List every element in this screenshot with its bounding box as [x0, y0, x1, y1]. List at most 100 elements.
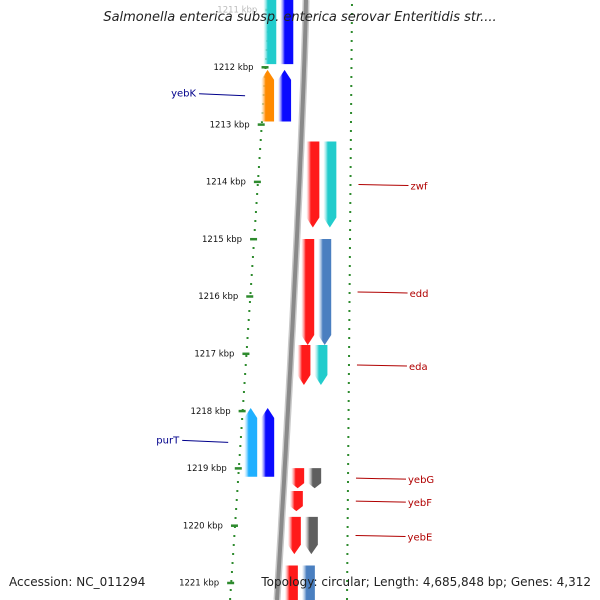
- right-range-dot: [349, 130, 352, 132]
- axis-tick: [261, 66, 269, 69]
- left-range-dot: [229, 598, 232, 600]
- left-range-dot: [252, 247, 255, 249]
- left-range-dot: [258, 157, 261, 159]
- left-range-dot: [239, 436, 242, 438]
- right-range-dot: [347, 400, 350, 402]
- axis-tick-label: 1211 kbp: [217, 6, 257, 16]
- gene-yebE-lane: [287, 516, 301, 555]
- gene-label: yebK: [171, 89, 196, 100]
- gene-purT-lane: [244, 407, 258, 477]
- left-range-dot: [233, 526, 236, 528]
- gene-label-leader: [356, 477, 407, 480]
- right-range-dot: [347, 472, 350, 474]
- gene-edd-lane: [301, 238, 315, 345]
- right-range-dot: [346, 508, 349, 510]
- axis-tick-label: 1216 kbp: [198, 292, 238, 302]
- left-range-dot: [233, 535, 236, 537]
- right-range-dot: [350, 31, 353, 33]
- left-range-dot: [256, 193, 259, 195]
- gene-label-leader: [357, 291, 408, 294]
- right-range-dot: [346, 517, 349, 519]
- right-range-dot: [349, 229, 352, 231]
- right-range-dot: [349, 139, 352, 141]
- left-range-dot: [249, 292, 252, 294]
- right-range-dot: [348, 274, 351, 276]
- right-range-dot: [346, 589, 349, 591]
- left-range-dot: [232, 544, 235, 546]
- axis-tick: [242, 352, 250, 356]
- gene-zwf-lane: [306, 141, 320, 228]
- gene-edd-lane: [318, 238, 332, 345]
- right-range-dot: [349, 175, 352, 177]
- right-range-dot: [346, 526, 349, 528]
- right-range-dot: [349, 211, 352, 213]
- left-range-dot: [251, 256, 254, 258]
- left-range-dot: [238, 454, 241, 456]
- left-range-dot: [245, 355, 248, 357]
- left-range-dot: [244, 364, 247, 366]
- gene-label: edd: [410, 289, 429, 300]
- right-range-dot: [349, 238, 352, 240]
- left-range-dot: [242, 391, 245, 393]
- left-range-dot: [236, 481, 239, 483]
- axis-tick: [238, 409, 246, 413]
- right-range-dot: [346, 499, 349, 501]
- right-range-dot: [347, 418, 350, 420]
- right-range-dot: [350, 85, 353, 87]
- axis-tick-label: 1215 kbp: [202, 235, 242, 245]
- axis-tick: [234, 467, 242, 470]
- left-range-dot: [246, 337, 249, 339]
- gene-label: eda: [409, 362, 428, 373]
- left-range-dot: [260, 130, 263, 132]
- right-range-dot: [350, 13, 353, 15]
- right-range-dot: [347, 445, 350, 447]
- left-range-dot: [229, 589, 232, 591]
- right-range-dot: [349, 148, 352, 150]
- right-range-dot: [348, 355, 351, 357]
- right-range-dot: [350, 103, 353, 105]
- gene-label: purT: [156, 435, 180, 446]
- axis-tick-label: 1218 kbp: [191, 407, 231, 417]
- axis-tick-label: 1214 kbp: [206, 178, 246, 188]
- right-range-dot: [349, 157, 352, 159]
- right-range-dot: [347, 409, 350, 411]
- gene-zwf-lane: [323, 141, 337, 228]
- right-range-dot: [349, 166, 352, 168]
- left-range-dot: [245, 346, 248, 348]
- gene-yebF-lane: [289, 491, 303, 512]
- right-range-dot: [350, 94, 353, 96]
- gene-yebE-lane: [304, 516, 318, 555]
- left-range-dot: [259, 139, 262, 141]
- right-range-dot: [346, 544, 349, 546]
- gene-yebK-lane: [261, 69, 275, 122]
- gene-purT-lane: [261, 407, 275, 477]
- left-range-dot: [235, 499, 238, 501]
- left-range-dot: [238, 463, 241, 465]
- gene-feature-lane: [263, 0, 277, 65]
- right-range-dot: [347, 382, 350, 384]
- axis-tick-label: 1221 kbp: [179, 579, 219, 589]
- right-range-dot: [346, 535, 349, 537]
- right-range-dot: [346, 571, 349, 573]
- right-range-dot: [349, 121, 352, 123]
- left-range-dot: [257, 166, 260, 168]
- right-range-dot: [350, 4, 353, 6]
- left-range-dot: [231, 562, 234, 564]
- left-range-dot: [237, 472, 240, 474]
- gene-label: yebE: [408, 532, 433, 543]
- left-range-dot: [247, 319, 250, 321]
- left-range-dot: [232, 553, 235, 555]
- gene-yebK-lane: [278, 69, 292, 122]
- left-range-dot: [241, 418, 244, 420]
- right-range-dot: [349, 220, 352, 222]
- gene-label-leader: [199, 93, 246, 97]
- gene-yebG-lane: [308, 468, 322, 489]
- right-range-dot: [346, 481, 349, 483]
- left-range-dot: [240, 427, 243, 429]
- right-range-dot: [349, 193, 352, 195]
- right-range-dot: [347, 454, 350, 456]
- right-range-dot: [347, 391, 350, 393]
- right-range-dot: [350, 67, 353, 69]
- left-range-dot: [250, 283, 253, 285]
